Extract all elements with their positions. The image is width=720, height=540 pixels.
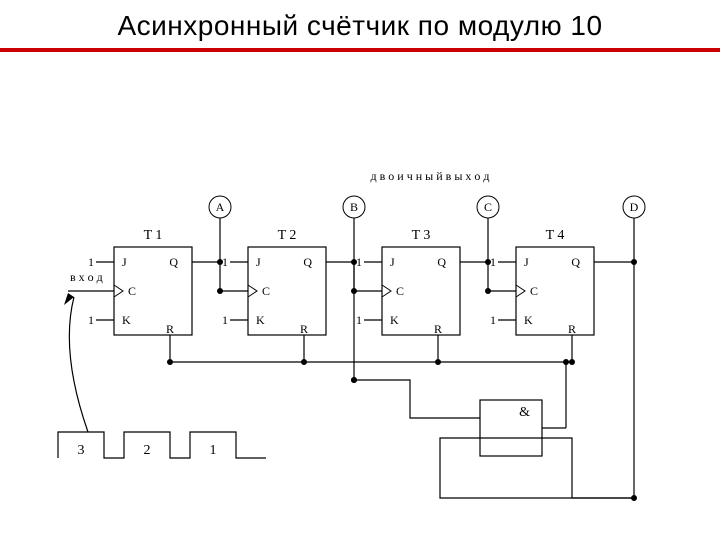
svg-text:1: 1 — [222, 255, 228, 269]
svg-text:C: C — [396, 284, 404, 298]
flipflop-label: T 1 — [144, 228, 163, 243]
pulse-label: 2 — [144, 443, 151, 458]
svg-text:Q: Q — [571, 255, 580, 269]
svg-text:J: J — [122, 255, 127, 269]
clock-waveform — [58, 432, 266, 458]
svg-text:B: B — [350, 200, 358, 214]
flipflop-label: T 4 — [546, 228, 565, 243]
svg-text:D: D — [630, 200, 639, 214]
and-gate — [480, 400, 542, 456]
svg-text:C: C — [530, 284, 538, 298]
svg-text:1: 1 — [88, 255, 94, 269]
svg-text:R: R — [166, 322, 174, 336]
svg-text:K: K — [256, 313, 265, 327]
counter-diagram: д в о и ч н ы й в ы х о д T 1 J K C Q R 1 1 A T 2 J… — [0, 52, 720, 532]
svg-text:J: J — [524, 255, 529, 269]
pulse-label: 3 — [78, 443, 85, 458]
svg-text:K: K — [390, 313, 399, 327]
page-title: Асинхронный счётчик по модулю 10 — [0, 0, 720, 42]
svg-text:&: & — [519, 405, 530, 420]
flipflop-label: T 3 — [412, 228, 431, 243]
svg-text:C: C — [128, 284, 136, 298]
svg-text:R: R — [568, 322, 576, 336]
svg-text:1: 1 — [88, 313, 94, 327]
svg-text:R: R — [434, 322, 442, 336]
flipflop-label: T 2 — [278, 228, 297, 243]
svg-text:Q: Q — [169, 255, 178, 269]
svg-text:1: 1 — [356, 255, 362, 269]
binary-output-label: д в о и ч н ы й в ы х о д — [371, 169, 490, 183]
svg-text:1: 1 — [356, 313, 362, 327]
svg-text:J: J — [390, 255, 395, 269]
svg-text:1: 1 — [490, 255, 496, 269]
svg-text:C: C — [484, 200, 492, 214]
input-arrow — [69, 297, 88, 432]
svg-text:1: 1 — [222, 313, 228, 327]
svg-text:R: R — [300, 322, 308, 336]
svg-text:K: K — [122, 313, 131, 327]
svg-text:J: J — [256, 255, 261, 269]
svg-text:A: A — [216, 200, 225, 214]
pulse-label: 1 — [210, 443, 217, 458]
svg-text:Q: Q — [437, 255, 446, 269]
input-label: в х о д — [70, 270, 103, 284]
svg-text:Q: Q — [303, 255, 312, 269]
svg-text:K: K — [524, 313, 533, 327]
svg-text:C: C — [262, 284, 270, 298]
svg-text:1: 1 — [490, 313, 496, 327]
